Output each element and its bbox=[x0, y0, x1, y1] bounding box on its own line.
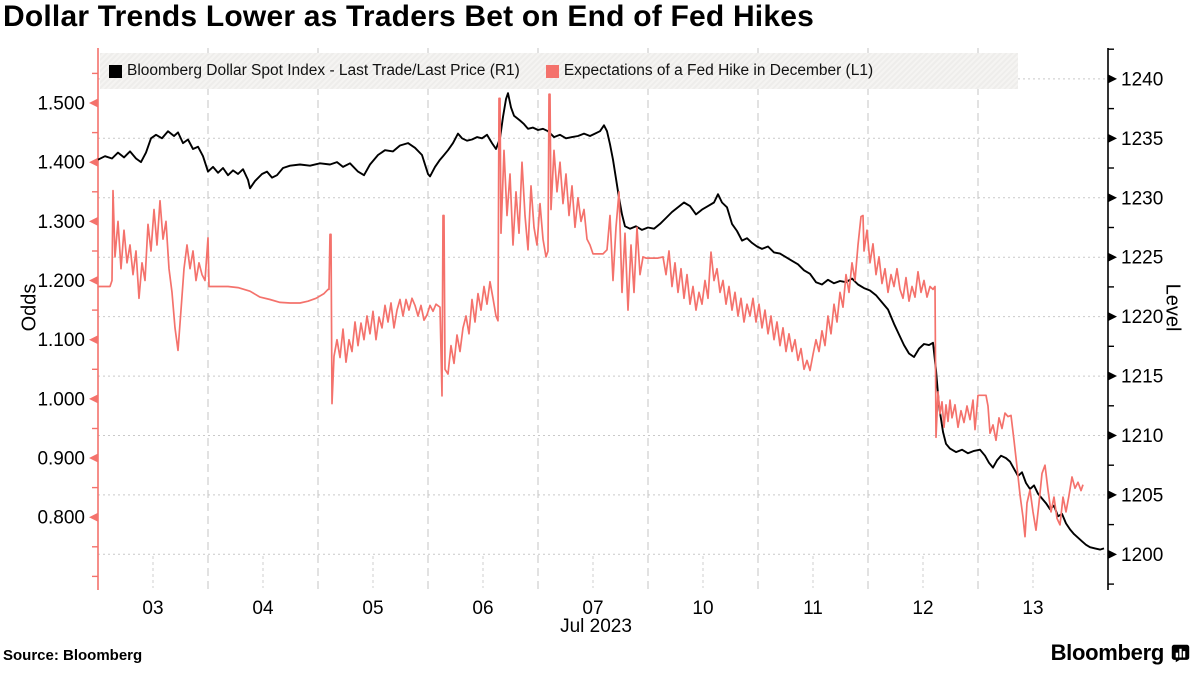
right-axis-tick-label: 1215 bbox=[1121, 367, 1163, 388]
left-axis-tick-arrow bbox=[89, 512, 98, 522]
legend-label-fed-hike-expectations: Expectations of a Fed Hike in December (… bbox=[563, 62, 874, 79]
x-axis-tick-label: 11 bbox=[803, 598, 823, 619]
left-axis-tick-label: 0.800 bbox=[37, 508, 85, 529]
legend-label-dollar-index: Bloomberg Dollar Spot Index - Last Trade… bbox=[127, 62, 520, 79]
right-axis-tick-label: 1220 bbox=[1121, 307, 1163, 328]
right-axis-tick-label: 1200 bbox=[1121, 545, 1163, 566]
right-axis-tick-arrow bbox=[1108, 74, 1117, 84]
right-axis-tick-arrow bbox=[1108, 490, 1117, 500]
left-axis-tick-label: 1.500 bbox=[37, 94, 85, 115]
right-axis-tick-label: 1230 bbox=[1121, 188, 1163, 209]
right-axis-tick-arrow bbox=[1108, 252, 1117, 262]
chart-title: Dollar Trends Lower as Traders Bet on En… bbox=[3, 0, 814, 33]
x-axis-tick-label: 04 bbox=[252, 598, 274, 619]
x-axis-tick-label: 06 bbox=[472, 598, 493, 619]
left-axis-tick-arrow bbox=[89, 453, 98, 463]
x-axis-tick-label: 07 bbox=[582, 598, 603, 619]
right-axis-tick-arrow bbox=[1108, 430, 1117, 440]
series-line-dollar-index bbox=[97, 92, 1105, 551]
right-axis-tick-arrow bbox=[1108, 549, 1117, 559]
left-axis-tick-arrow bbox=[89, 216, 98, 226]
right-axis-tick-label: 1225 bbox=[1121, 248, 1163, 269]
x-axis-tick-label: 03 bbox=[142, 598, 163, 619]
legend-item-dollar-index[interactable]: Bloomberg Dollar Spot Index - Last Trade… bbox=[109, 62, 520, 80]
bloomberg-logo: Bloomberg bbox=[1051, 640, 1190, 666]
left-axis-tick-arrow bbox=[89, 335, 98, 345]
left-axis-tick-label: 1.300 bbox=[37, 212, 85, 233]
right-axis-tick-arrow bbox=[1108, 312, 1117, 322]
left-axis-tick-label: 1.000 bbox=[37, 389, 85, 410]
source-label: Source: Bloomberg bbox=[3, 647, 143, 664]
left-axis-tick-arrow bbox=[89, 394, 98, 404]
left-axis-tick-arrow bbox=[89, 157, 98, 167]
bloomberg-wordmark: Bloomberg bbox=[1050, 640, 1165, 665]
bloomberg-chart-bubble-icon bbox=[1171, 644, 1190, 662]
right-axis-tick-label: 1210 bbox=[1121, 426, 1163, 447]
right-axis-tick-label: 1240 bbox=[1121, 69, 1163, 90]
legend-swatch-dollar-index bbox=[109, 64, 122, 78]
left-axis-tick-label: 1.100 bbox=[37, 330, 85, 351]
right-axis-tick-arrow bbox=[1108, 193, 1117, 203]
series-line-fed-hike-expectations bbox=[98, 93, 1084, 538]
x-axis-tick-label: 13 bbox=[1022, 598, 1043, 619]
right-axis-tick-label: 1235 bbox=[1121, 129, 1163, 150]
left-axis-tick-label: 1.400 bbox=[37, 153, 85, 174]
x-axis-tick-label: 12 bbox=[912, 598, 933, 619]
left-axis-tick-arrow bbox=[89, 276, 98, 286]
legend-item-fed-hike-expectations[interactable]: Expectations of a Fed Hike in December (… bbox=[545, 62, 874, 80]
x-axis-tick-label: 05 bbox=[362, 598, 383, 619]
x-axis-title: Jul 2023 bbox=[560, 616, 632, 637]
left-axis-tick-label: 1.200 bbox=[37, 271, 85, 292]
right-axis-tick-label: 1205 bbox=[1121, 485, 1163, 506]
left-axis-tick-label: 0.900 bbox=[37, 449, 85, 470]
left-axis-tick-arrow bbox=[89, 98, 98, 108]
legend: Bloomberg Dollar Spot Index - Last Trade… bbox=[100, 53, 1018, 89]
right-axis-tick-arrow bbox=[1108, 371, 1117, 381]
legend-swatch-fed-hike-expectations bbox=[545, 64, 559, 78]
x-axis-tick-label: 10 bbox=[692, 598, 713, 619]
right-axis-tick-arrow bbox=[1108, 133, 1117, 143]
